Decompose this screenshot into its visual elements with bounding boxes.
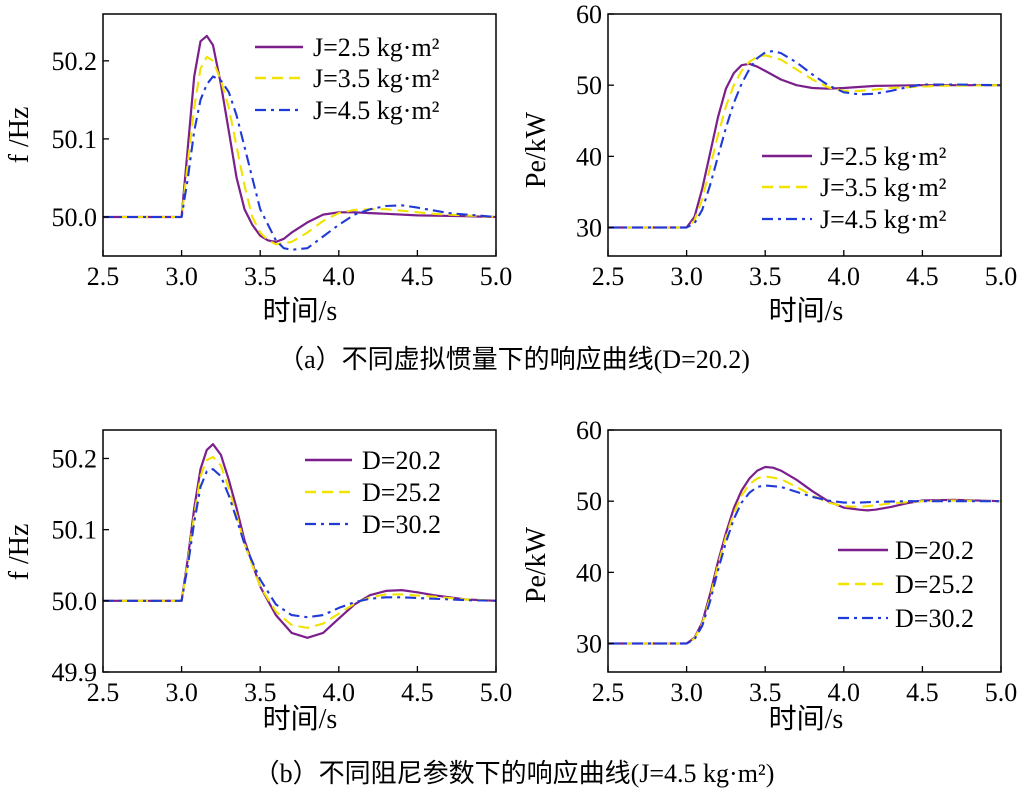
x-axis-label: 时间/s [263,295,338,327]
x-tick-label: 5.0 [985,678,1018,707]
y-axis-label: f /Hz [4,524,35,581]
y-tick-label: 50.1 [52,125,98,154]
legend-label-d302: D=30.2 [895,604,974,633]
x-tick-label: 4.0 [828,262,861,291]
ticks: 2.5 3.0 3.5 4.0 4.5 5.0 50.0 50.1 50.2 [52,47,513,291]
series-line-2 [608,54,1001,229]
y-axis-label: Pe/kW [521,526,552,603]
x-tick-label: 3.5 [749,262,782,291]
x-tick-label: 4.5 [906,678,939,707]
legend-label-d252: D=25.2 [895,570,974,599]
chart-a-frequency: 2.5 3.0 3.5 4.0 4.5 5.0 50.0 50.1 50.2 时间/s f /H… [4,13,513,327]
legend-label-d302: D=30.2 [362,510,441,539]
y-tick-label: 50.1 [52,516,98,545]
chart-a-power: 2.5 3.0 3.5 4.0 4.5 5.0 30 40 50 60 时间/s Pe/kW J=… [521,0,1017,327]
legend-label-j25: J=2.5 kg·m² [820,142,947,171]
y-axis-label: f /Hz [4,107,35,164]
legend-label-d252: D=25.2 [362,478,441,507]
series-line-1 [103,34,496,243]
series-line-2 [103,455,496,629]
ticks: 2.5 3.0 3.5 4.0 4.5 5.0 30 40 50 60 [576,416,1017,707]
legend-label-d202: D=20.2 [895,536,974,565]
ticks: 2.5 3.0 3.5 4.0 4.5 5.0 49.9 50.0 50.1 50.2 [52,444,513,707]
x-tick-label: 3.5 [244,262,277,291]
y-tick-label: 40 [576,142,602,171]
caption-a: （a）不同虚拟惯量下的响应曲线(D=20.2) [278,345,750,374]
x-tick-label: 3.0 [165,678,198,707]
series-line-3 [608,49,1001,229]
x-tick-label: 2.5 [87,262,120,291]
x-tick-label: 2.5 [87,678,120,707]
legend: J=2.5 kg·m² J=3.5 kg·m² J=4.5 kg·m² [762,142,947,234]
y-tick-label: 40 [576,558,602,587]
series-line-3 [103,75,496,251]
axes-frame [607,429,1002,673]
legend: D=20.2 D=25.2 D=30.2 [305,446,441,539]
ticks: 2.5 3.0 3.5 4.0 4.5 5.0 30 40 50 60 [576,0,1017,291]
y-tick-label: 50 [576,71,602,100]
plot-area-b-frequency [103,443,496,639]
axes-frame [102,13,497,257]
y-tick-label: 50.2 [52,444,98,473]
x-tick-label: 4.5 [401,678,434,707]
x-tick-label: 4.5 [401,262,434,291]
legend-label-j45: J=4.5 kg·m² [820,205,947,234]
x-tick-label: 5.0 [480,262,513,291]
y-tick-label: 50.0 [52,587,98,616]
legend: J=2.5 kg·m² J=3.5 kg·m² J=4.5 kg·m² [255,33,440,125]
chart-b-power: 2.5 3.0 3.5 4.0 4.5 5.0 30 40 50 60 时间/s Pe/kW D=… [521,416,1017,735]
plot-area-a-frequency [103,34,496,251]
x-axis-label: 时间/s [769,295,844,327]
series-line-1 [103,443,496,639]
y-tick-label: 60 [576,0,602,29]
series-line-2 [103,55,496,246]
axes-frame [607,13,1002,257]
y-tick-label: 50.0 [52,203,98,232]
x-tick-label: 5.0 [985,262,1018,291]
caption-b: （b）不同阻尼参数下的响应曲线(J=4.5 kg·m²) [254,759,775,788]
y-tick-label: 50.2 [52,47,98,76]
x-tick-label: 3.0 [670,262,703,291]
legend-label-j25: J=2.5 kg·m² [313,33,440,62]
x-axis-label: 时间/s [263,703,338,735]
legend-label-j35: J=3.5 kg·m² [820,173,947,202]
y-tick-label: 50 [576,487,602,516]
y-tick-label: 30 [576,630,602,659]
y-tick-label: 30 [576,214,602,243]
y-tick-label: 49.9 [52,658,98,687]
plot-area-b-power [608,465,1001,645]
legend: D=20.2 D=25.2 D=30.2 [838,536,974,633]
legend-label-d202: D=20.2 [362,446,441,475]
axes-frame [102,429,497,673]
x-tick-label: 3.5 [749,678,782,707]
x-tick-label: 3.0 [670,678,703,707]
y-axis-label: Pe/kW [521,111,552,188]
y-tick-label: 60 [576,416,602,445]
x-tick-label: 2.5 [592,262,625,291]
series-line-3 [103,468,496,619]
x-tick-label: 4.0 [828,678,861,707]
x-tick-label: 4.0 [323,262,356,291]
legend-label-j35: J=3.5 kg·m² [313,64,440,93]
plot-area-a-power [608,49,1001,229]
series-line-1 [608,62,1001,229]
x-tick-label: 3.0 [165,262,198,291]
chart-b-frequency: 2.5 3.0 3.5 4.0 4.5 5.049.950.050.150.2 时间/s … [4,429,513,735]
x-tick-label: 4.0 [323,678,356,707]
x-tick-label: 4.5 [906,262,939,291]
x-tick-label: 3.5 [244,678,277,707]
legend-label-j45: J=4.5 kg·m² [313,96,440,125]
series-line-3 [608,484,1001,645]
x-axis-label: 时间/s [769,703,844,735]
x-tick-label: 2.5 [592,678,625,707]
x-tick-label: 5.0 [480,678,513,707]
